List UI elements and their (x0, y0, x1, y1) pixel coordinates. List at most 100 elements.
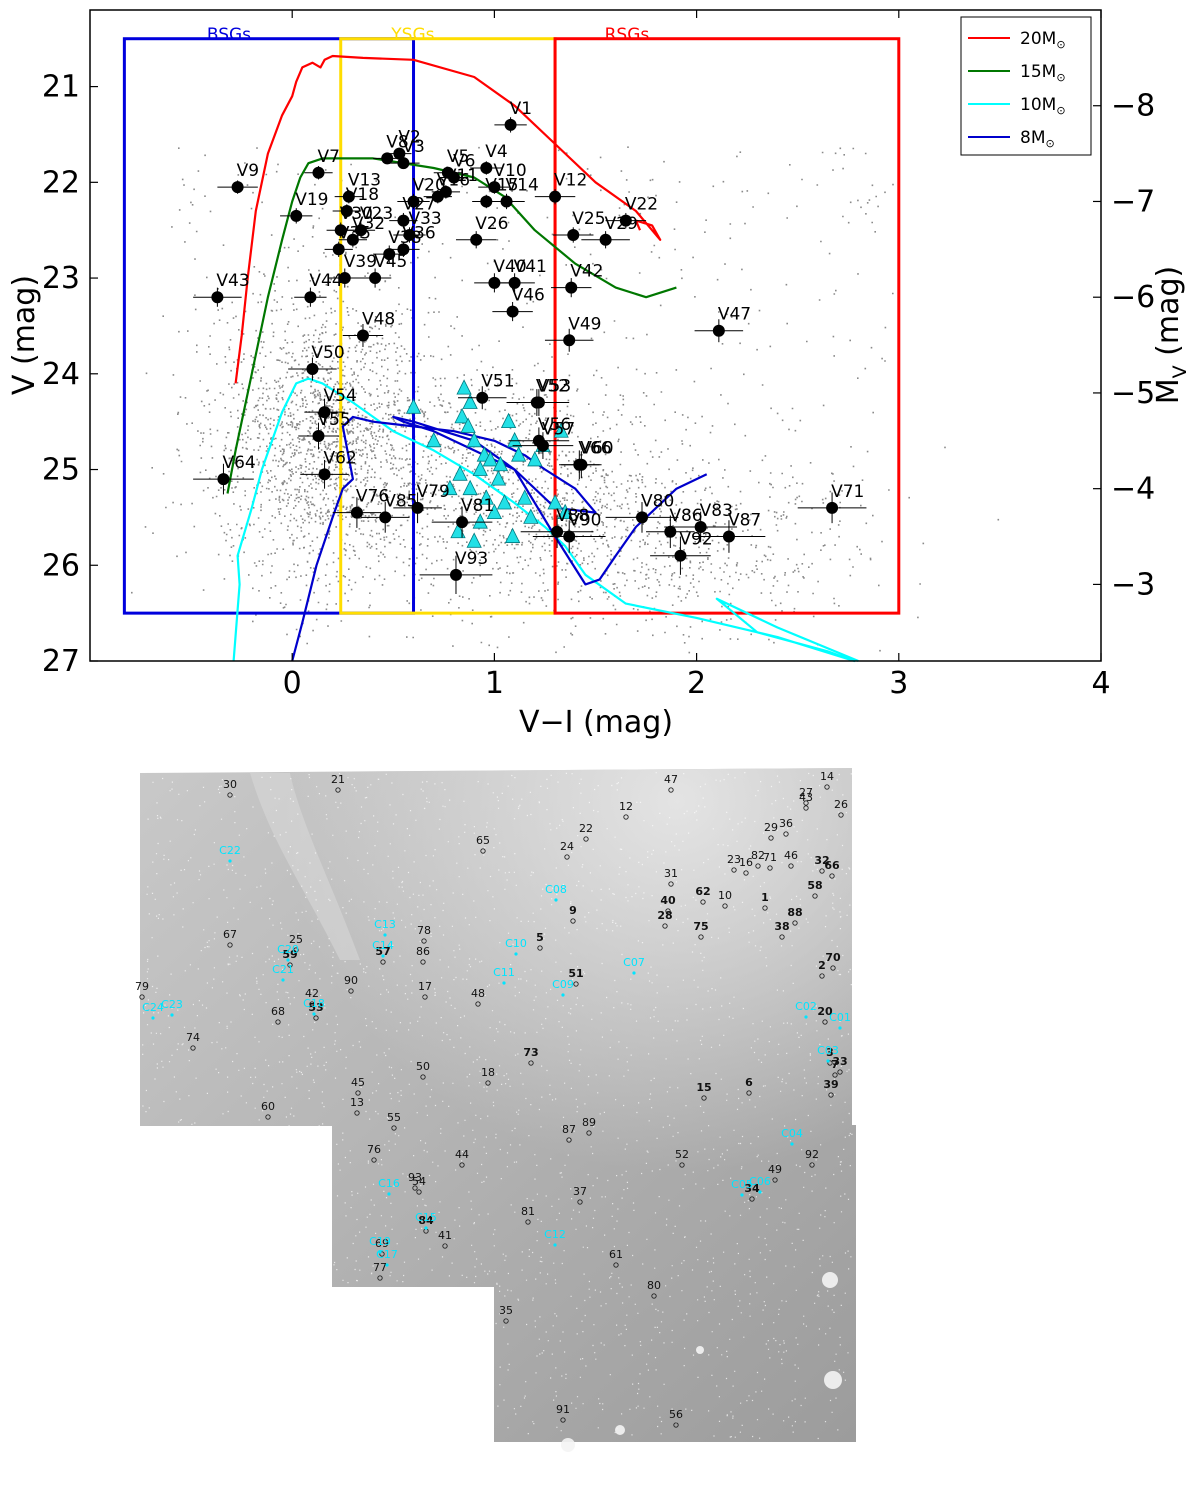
star-point-v43 (211, 291, 224, 304)
map-star-marker-43 (803, 805, 809, 811)
star-label-v90: V90 (568, 511, 601, 531)
star-label-v43: V43 (216, 271, 249, 291)
star-label-v93: V93 (455, 549, 488, 569)
legend-sun-symbol: ⊙ (1056, 38, 1065, 51)
star-label-v10: V10 (493, 161, 526, 181)
map-star-label-56: 56 (669, 1408, 683, 1421)
star-label-v51: V51 (481, 372, 514, 392)
map-star-marker-60 (265, 1114, 271, 1120)
right-y-tick-label: −5 (1111, 376, 1155, 411)
star-point-v15 (480, 195, 493, 208)
map-star-label-74: 74 (186, 1031, 200, 1044)
map-cluster-marker-c10 (514, 952, 518, 956)
map-star-label-59: 59 (282, 948, 297, 961)
map-star-label-17: 17 (418, 980, 432, 993)
star-label-v47: V47 (718, 305, 751, 325)
triangle-point (460, 417, 476, 433)
star-point-v81 (456, 516, 469, 529)
map-star-marker-65 (480, 848, 486, 854)
resolved-star-specks (142, 772, 853, 1440)
map-star-label-43: 43 (799, 791, 813, 804)
star-point-v88 (551, 525, 564, 538)
map-star-label-41: 41 (438, 1229, 452, 1242)
star-label-v45: V45 (374, 252, 407, 272)
map-star-label-40: 40 (660, 894, 676, 907)
map-cluster-marker-c16 (387, 1192, 391, 1196)
bright-star (822, 1272, 838, 1288)
x-tick-label: 2 (687, 666, 706, 701)
triangle-point (490, 470, 507, 486)
map-star-marker-5 (537, 945, 543, 951)
star-point-v92 (674, 549, 687, 562)
star-point-v9 (231, 181, 244, 194)
map-cluster-label-c05: C05 (731, 1178, 753, 1191)
triangle-point (472, 460, 488, 476)
star-point-v41 (508, 276, 521, 289)
legend-label-15M: 15M⊙ (1020, 62, 1066, 84)
map-star-marker-17 (422, 994, 428, 1000)
star-label-v8: V8 (386, 132, 408, 152)
map-star-label-42: 42 (305, 987, 319, 1000)
star-point-v86 (664, 525, 677, 538)
triangle-point (478, 489, 494, 505)
map-star-marker-14 (824, 784, 830, 790)
map-star-marker-36 (783, 831, 789, 837)
map-cluster-marker-c23 (170, 1013, 174, 1017)
y-tick-label: 25 (42, 453, 80, 488)
map-star-label-55: 55 (387, 1111, 401, 1124)
star-label-v5: V5 (447, 147, 469, 167)
star-point-v10 (488, 181, 501, 194)
map-star-marker-38 (779, 934, 785, 940)
right-y-axis-label-main: M (1151, 378, 1186, 404)
star-label-v48: V48 (362, 310, 395, 330)
star-label-v71: V71 (831, 482, 864, 502)
map-cluster-label-c08: C08 (545, 883, 567, 896)
star-label-v6: V6 (453, 152, 475, 172)
map-star-marker-74 (190, 1045, 196, 1051)
map-star-marker-58 (812, 893, 818, 899)
map-cluster-marker-c01 (838, 1026, 842, 1030)
triangle-point (500, 412, 517, 429)
map-star-marker-62 (700, 899, 706, 905)
star-point-v32 (346, 233, 359, 246)
map-star-marker-90 (348, 988, 354, 994)
star-point-v19 (290, 209, 303, 222)
map-star-marker-32 (819, 868, 825, 874)
triangle-point (452, 465, 468, 481)
map-star-marker-82 (755, 863, 761, 869)
field-star-cloud (131, 146, 1000, 657)
star-label-v32: V32 (352, 214, 385, 234)
star-label-v38: V38 (388, 228, 421, 248)
map-cluster-marker-c21 (281, 978, 285, 982)
map-star-marker-78 (421, 938, 427, 944)
map-star-marker-69 (379, 1251, 385, 1257)
star-point-v42 (565, 281, 578, 294)
map-star-marker-70 (830, 965, 836, 971)
track-8M (291, 415, 708, 662)
map-star-marker-39 (828, 1092, 834, 1098)
mosaic-image (140, 768, 856, 1442)
star-label-v2: V2 (398, 128, 420, 148)
variable-star-markers: 1235679101213141516171820212223242526272… (135, 770, 848, 1428)
map-star-label-86: 86 (416, 945, 430, 958)
star-label-v36: V36 (402, 223, 435, 243)
track-15M (226, 157, 677, 494)
star-point-v2 (393, 147, 406, 160)
map-star-marker-26 (838, 812, 844, 818)
star-label-v33: V33 (408, 209, 441, 229)
map-star-label-35: 35 (499, 1304, 513, 1317)
triangle-point (504, 527, 521, 543)
mosaic-bright-region (140, 768, 856, 1442)
right-y-tick-label: −6 (1111, 280, 1155, 315)
star-point-v55 (312, 430, 325, 443)
star-label-v88: V88 (556, 506, 589, 526)
star-point-v14 (500, 195, 513, 208)
right-y-axis-label-sub: V (1169, 365, 1191, 378)
map-cluster-label-c20: C20 (277, 943, 299, 956)
star-point-v45 (369, 272, 382, 285)
map-star-label-73: 73 (523, 1046, 538, 1059)
map-star-label-26: 26 (834, 798, 848, 811)
y-tick-label: 27 (42, 644, 80, 679)
legend-sun-symbol: ⊙ (1056, 71, 1065, 84)
